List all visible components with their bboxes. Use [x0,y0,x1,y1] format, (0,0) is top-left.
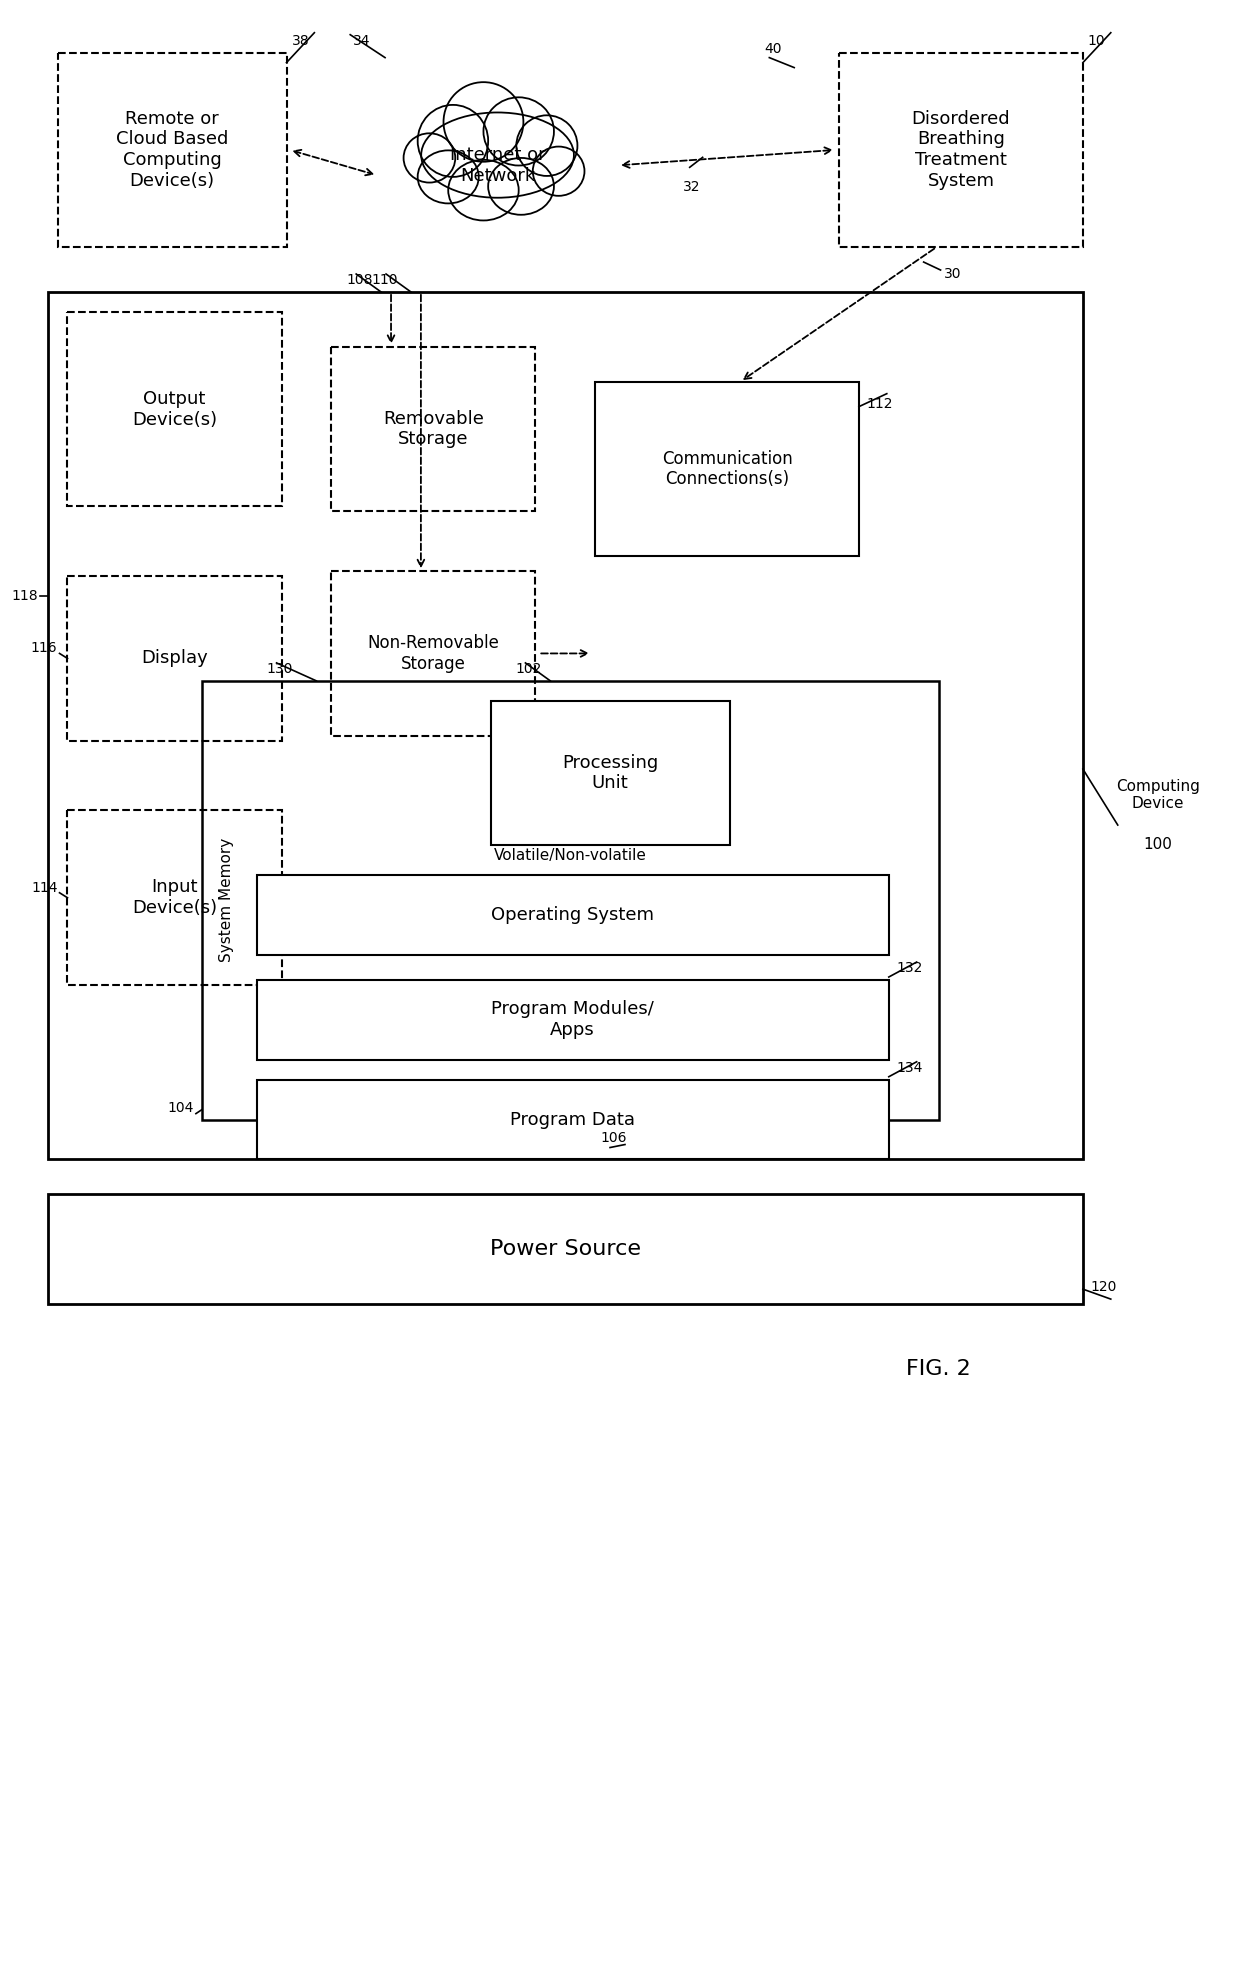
Text: Removable
Storage: Removable Storage [383,410,484,448]
Bar [67,312,281,507]
Ellipse shape [516,116,578,177]
Bar [67,575,281,740]
Bar [331,572,536,736]
Text: 110: 110 [371,273,398,287]
Text: 114: 114 [31,880,57,896]
Ellipse shape [418,104,489,177]
Bar [257,980,889,1061]
Text: FIG. 2: FIG. 2 [906,1359,971,1379]
Text: Display: Display [141,650,208,668]
Text: Program Data: Program Data [510,1110,635,1129]
Ellipse shape [444,82,523,161]
Text: Non-Removable
Storage: Non-Removable Storage [367,634,500,674]
Text: Internet or
Network: Internet or Network [450,145,546,185]
Text: 104: 104 [167,1100,193,1116]
Text: 38: 38 [291,33,309,47]
Text: System Memory: System Memory [219,839,234,962]
Text: 118: 118 [11,589,37,603]
Bar [839,53,1083,247]
Text: 120: 120 [1091,1281,1117,1294]
Bar [202,682,939,1119]
Bar [57,53,286,247]
Ellipse shape [533,147,584,196]
Bar [595,381,859,556]
Bar [257,876,889,955]
Text: 106: 106 [600,1131,626,1145]
Text: Output
Device(s): Output Device(s) [131,389,217,428]
Ellipse shape [484,98,554,165]
Ellipse shape [403,134,455,183]
Text: 30: 30 [944,267,961,281]
Text: Input
Device(s): Input Device(s) [131,878,217,917]
Text: 112: 112 [867,397,893,410]
Text: Remote or
Cloud Based
Computing
Device(s): Remote or Cloud Based Computing Device(s… [115,110,228,191]
Text: 130: 130 [267,662,293,676]
Text: 32: 32 [683,181,701,194]
Bar [257,1080,889,1159]
Text: Power Source: Power Source [490,1239,641,1259]
Text: 108: 108 [346,273,373,287]
Text: 134: 134 [897,1061,923,1074]
Text: 102: 102 [516,662,542,676]
Bar [67,811,281,986]
Text: 10: 10 [1087,33,1106,47]
Text: 34: 34 [352,33,370,47]
Bar [47,293,1083,1159]
Text: Operating System: Operating System [491,905,655,925]
Text: Computing
Device: Computing Device [1116,780,1199,811]
Ellipse shape [418,151,479,204]
Text: 100: 100 [1143,837,1172,852]
Text: 40: 40 [764,41,782,55]
Text: Volatile/Non-volatile: Volatile/Non-volatile [494,848,647,862]
Text: Program Modules/
Apps: Program Modules/ Apps [491,1000,655,1039]
Text: Communication
Connections(s): Communication Connections(s) [662,450,792,489]
Text: Disordered
Breathing
Treatment
System: Disordered Breathing Treatment System [911,110,1011,191]
Bar [331,348,536,511]
Ellipse shape [489,157,554,214]
Ellipse shape [448,159,518,220]
Bar [491,701,729,845]
Text: 116: 116 [31,642,57,656]
Text: 132: 132 [897,960,923,974]
Text: Processing
Unit: Processing Unit [562,754,658,793]
Bar [47,1194,1083,1304]
Ellipse shape [422,112,574,198]
